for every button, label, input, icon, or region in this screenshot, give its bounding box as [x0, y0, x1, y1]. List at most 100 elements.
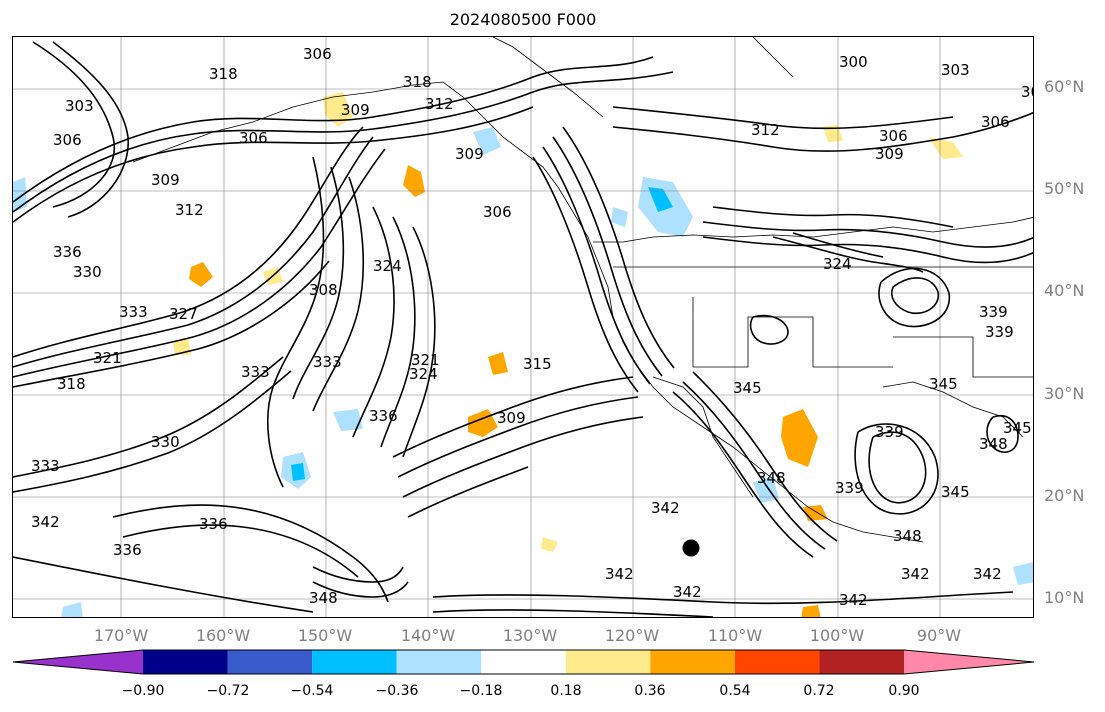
negative-anomaly-area [333, 409, 363, 431]
contour-label: 345 [1003, 419, 1032, 437]
colorbar-segments [12, 649, 1035, 675]
longitude-label: 170°W [93, 626, 149, 645]
latitude-label: 40°N [1044, 281, 1085, 300]
contour-label: 309 [497, 409, 526, 427]
contour-label: 324 [823, 255, 852, 273]
contour-label: 330 [151, 433, 180, 451]
contour-label: 309 [151, 171, 180, 189]
contour-label: 339 [875, 423, 904, 441]
colorbar-segment [565, 650, 651, 674]
contour-label: 333 [31, 457, 60, 475]
contour-label: 342 [901, 565, 930, 583]
contour-label: 348 [309, 589, 338, 607]
colorbar-tick-label: 0.90 [888, 683, 920, 699]
colorbar-tick-label: 0.54 [719, 683, 751, 699]
contour-label: 342 [973, 565, 1002, 583]
longitude-label: 100°W [809, 626, 865, 645]
longitude-label: 160°W [195, 626, 251, 645]
contour-label: 333 [119, 303, 148, 321]
contour-label: 324 [373, 257, 402, 275]
contour-labels: 318 318 312 309 309 306 306 303 312 306 … [31, 45, 1034, 609]
contour-label: 345 [733, 379, 762, 397]
contour-label: 333 [241, 363, 270, 381]
contour-label: 339 [985, 323, 1014, 341]
positive-anomaly-area [189, 262, 213, 287]
contour-label: 348 [979, 435, 1008, 453]
longitude-label: 140°W [400, 626, 456, 645]
map-title: 2024080500 F000 [449, 10, 597, 29]
colorbar-segment [734, 650, 820, 674]
contour-label: 309 [455, 145, 484, 163]
contour-label: 348 [893, 527, 922, 545]
contour-label: 342 [31, 513, 60, 531]
contour-label: 342 [839, 591, 868, 609]
colorbar-outline [12, 649, 1035, 675]
contour-label: 303 [65, 97, 94, 115]
negative-anomaly-area [648, 187, 673, 212]
colorbar-segment [227, 650, 313, 674]
positive-anomaly-area [488, 352, 508, 375]
contour-label: 321 [411, 351, 440, 369]
map-svg: 318 318 312 309 309 306 306 303 312 306 … [13, 37, 1034, 617]
map-panel[interactable]: 318 318 312 309 309 306 306 303 312 306 … [12, 36, 1034, 618]
contour-label: 312 [751, 121, 780, 139]
contour-label: 339 [979, 303, 1008, 321]
positive-anomaly-area [801, 605, 821, 617]
contour-label: 306 [53, 131, 82, 149]
colorbar-tick-label: 0.18 [550, 683, 582, 699]
contour-label: 333 [313, 353, 342, 371]
longitude-label: 110°W [707, 626, 763, 645]
latitude-label: 10°N [1044, 588, 1085, 607]
contour-label: 342 [673, 583, 702, 601]
positive-anomaly-area [928, 137, 963, 159]
contour-label: 309 [875, 145, 904, 163]
contour-label: 306 [483, 203, 512, 221]
contour-label: 308 [309, 281, 338, 299]
contour-label: 303 [941, 61, 970, 79]
negative-anomaly-area [291, 463, 305, 481]
negative-anomaly-area [473, 127, 501, 155]
contour-label: 309 [341, 101, 370, 119]
contour-label: 318 [403, 73, 432, 91]
contour-label: 312 [175, 201, 204, 219]
positive-anomaly-area [403, 165, 425, 197]
longitude-label: 90°W [916, 626, 962, 645]
contour-label: 306 [981, 113, 1010, 131]
contour-label: 312 [425, 95, 454, 113]
colorbar-segment [312, 650, 397, 674]
positive-anomaly-area [781, 409, 818, 467]
colorbar-segment [143, 650, 228, 674]
colorbar-segment [904, 650, 1034, 674]
contour-label: 336 [369, 407, 398, 425]
latitude-label: 20°N [1044, 486, 1085, 505]
contour-label: 321 [93, 349, 122, 367]
latitude-label: 50°N [1044, 179, 1085, 198]
coastlines-and-borders [132, 37, 1033, 543]
contour-label: 336 [113, 541, 142, 559]
longitude-label: 150°W [297, 626, 353, 645]
shaded-anomaly-regions [13, 92, 1033, 617]
colorbar-tick-label: −0.72 [206, 683, 250, 699]
positive-anomaly-area [541, 537, 558, 552]
negative-anomaly-area [753, 477, 779, 503]
contour-label: 339 [835, 479, 864, 497]
negative-anomaly-area [13, 177, 27, 212]
contour-label: 306 [239, 129, 268, 147]
contour-label: 324 [409, 365, 438, 383]
colorbar [12, 649, 1035, 675]
colorbar-tick-label: 0.36 [634, 683, 666, 699]
contour-label: 327 [169, 305, 198, 323]
contour-label: 348 [757, 469, 786, 487]
latitude-label: 30°N [1044, 384, 1085, 403]
colorbar-segment [13, 650, 143, 674]
contour-label: 306 [879, 127, 908, 145]
contour-label: 306 [303, 45, 332, 63]
height-contours [13, 41, 1033, 617]
contour-label: 342 [605, 565, 634, 583]
contour-label: 303 [1021, 83, 1034, 101]
lat-lon-grid [13, 37, 1033, 617]
colorbar-segment [650, 650, 735, 674]
contour-label: 342 [651, 499, 680, 517]
colorbar-tick-label: −0.54 [290, 683, 334, 699]
negative-anomaly-area [61, 602, 83, 617]
